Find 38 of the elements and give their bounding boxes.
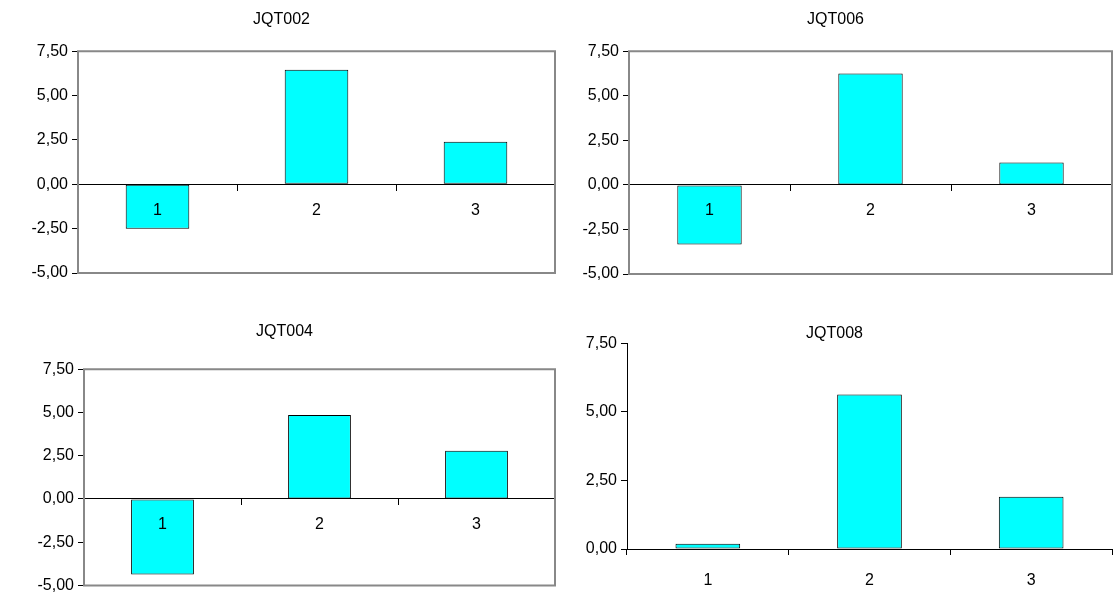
x-tick-label: 3 [472,515,482,533]
y-tick-label: 0,00 [587,175,620,193]
y-tick-label: 7,50 [585,333,618,351]
y-tick-label: 2,50 [585,470,618,488]
x-tick-label: 3 [471,200,481,218]
x-tick-label: 2 [865,571,875,589]
y-tick-label: 5,00 [587,86,620,104]
x-tick-label: 1 [158,515,168,533]
y-tick-label: 0,00 [42,489,75,507]
x-tick-label: 1 [705,201,715,219]
y-tick-label: -5,00 [31,263,69,281]
y-tick-label: -2,50 [37,532,75,550]
y-tick-label: 0,00 [585,539,618,557]
y-tick-label: 5,00 [585,402,618,420]
y-tick-label: 5,00 [42,402,75,420]
x-tick-label: 1 [703,571,713,589]
y-tick-label: 7,50 [42,359,75,377]
y-tick-label: -5,00 [582,264,620,282]
x-tick-label: 3 [1027,201,1037,219]
x-tick-label: 2 [866,201,876,219]
x-tick-label: 3 [1026,571,1036,589]
chart-title: JQT004 [256,322,314,340]
x-tick-label: 2 [312,200,322,218]
y-tick-label: 0,00 [36,174,69,192]
y-tick-label: 2,50 [587,130,620,148]
chart-title: JQT002 [253,10,311,28]
y-tick-label: -2,50 [31,219,69,237]
y-tick-label: 2,50 [36,130,69,148]
x-tick-label: 1 [153,200,163,218]
y-tick-label: -2,50 [582,219,620,237]
y-tick-label: 7,50 [587,41,620,59]
y-tick-label: 2,50 [42,446,75,464]
chart-title: JQT008 [806,324,864,342]
y-tick-label: -5,00 [37,575,75,593]
y-tick-label: 7,50 [36,41,69,59]
y-tick-label: 5,00 [36,85,69,103]
chart-title: JQT006 [807,10,865,28]
x-tick-label: 2 [315,515,325,533]
